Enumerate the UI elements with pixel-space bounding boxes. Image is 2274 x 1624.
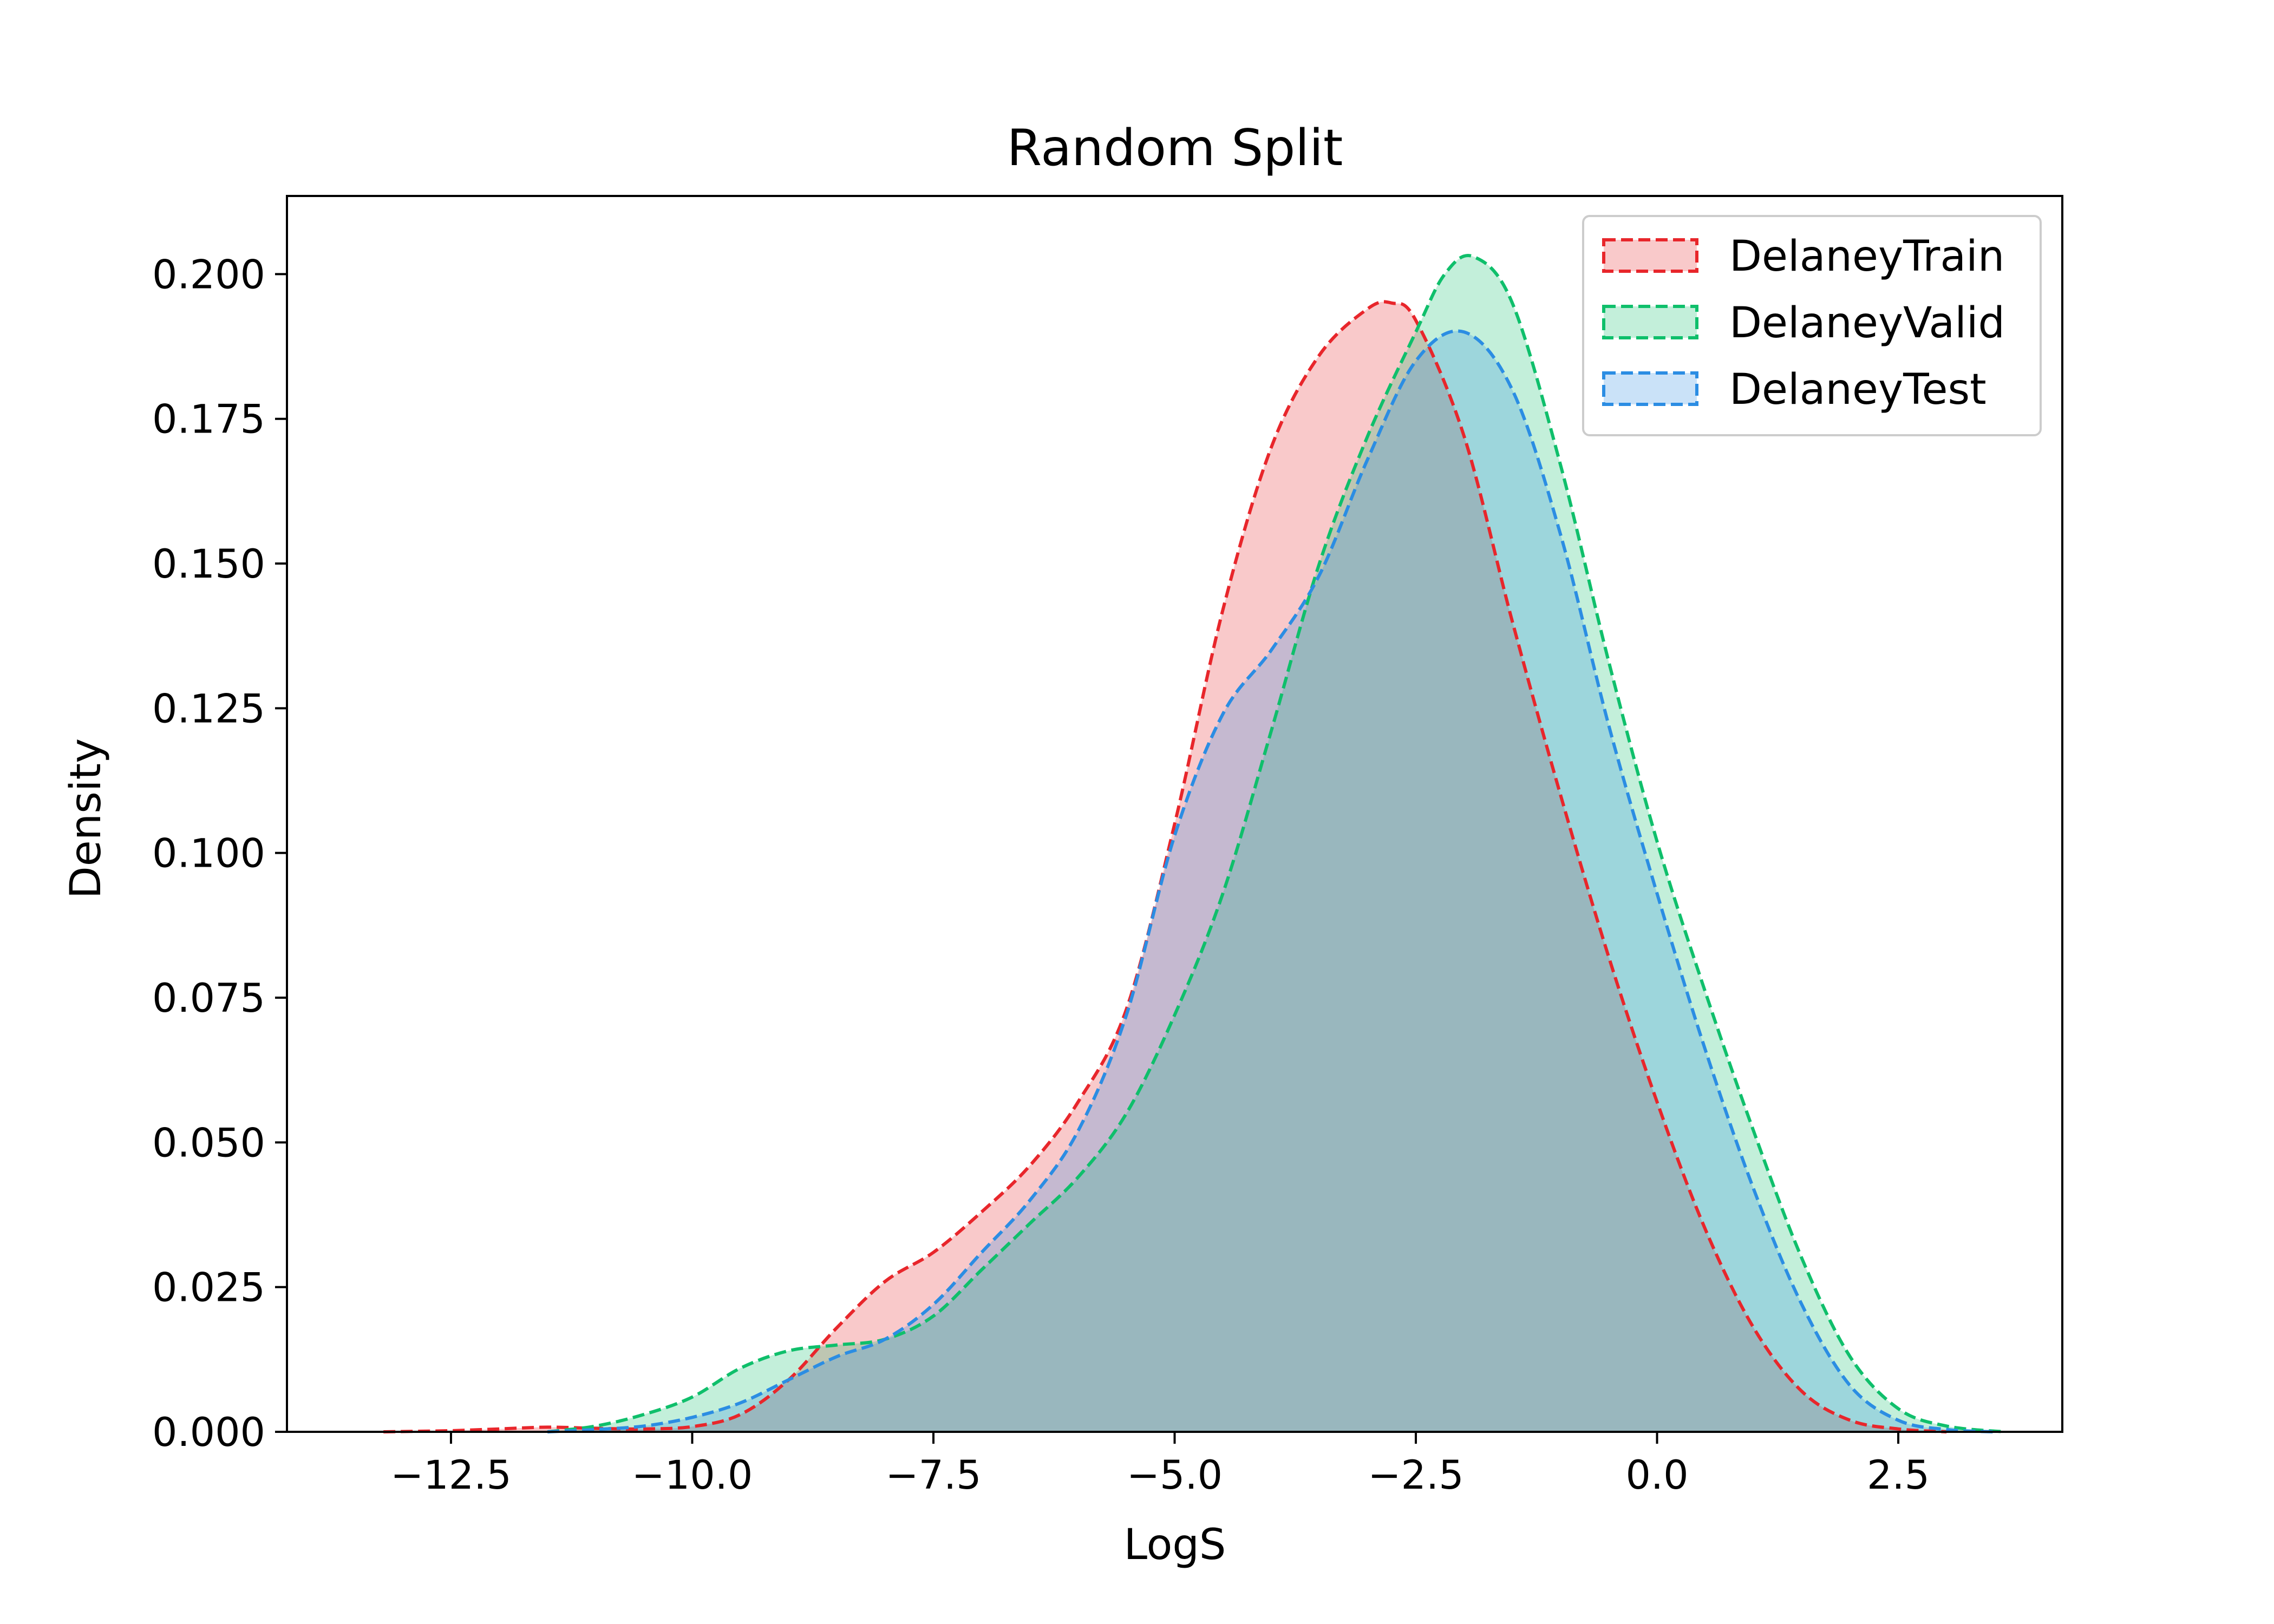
- y-tick-label: 0.125: [152, 686, 265, 732]
- y-tick-label: 0.050: [152, 1120, 265, 1166]
- density-line-delaneytrain: [383, 300, 1947, 1433]
- x-axis-label: LogS: [1124, 1521, 1226, 1569]
- x-tick-label: −10.0: [632, 1452, 753, 1498]
- y-tick-label: 0.175: [152, 397, 265, 443]
- density-area-delaneytest: [547, 331, 1995, 1432]
- plot-area: [383, 254, 2005, 1433]
- x-tick-label: 0.0: [1625, 1452, 1688, 1498]
- y-tick-label: 0.025: [152, 1265, 265, 1311]
- y-axis-label: Density: [62, 738, 110, 899]
- legend: DelaneyTrain DelaneyValid DelaneyTest: [1582, 215, 2042, 436]
- y-tick-label: 0.075: [152, 975, 265, 1021]
- y-axis: 0.000 0.025 0.050 0.075 0.100 0.125 0.150 0.175…: [152, 252, 287, 1456]
- series-lines: [383, 254, 2005, 1433]
- legend-swatch-delaneyvalid: [1602, 305, 1698, 339]
- x-tick-label: −12.5: [390, 1452, 512, 1498]
- x-tick-label: 2.5: [1867, 1452, 1930, 1498]
- x-tick-label: −2.5: [1368, 1452, 1463, 1498]
- x-axis: −12.5 −10.0 −7.5 −5.0 −2.5 0.0 2.5: [390, 1432, 1930, 1498]
- y-tick-label: 0.000: [152, 1410, 265, 1456]
- y-tick-label: 0.150: [152, 541, 265, 587]
- x-tick-label: −7.5: [885, 1452, 981, 1498]
- legend-swatch-delaneytrain: [1602, 238, 1698, 273]
- chart-title: Random Split: [1007, 119, 1343, 177]
- y-tick-label: 0.200: [152, 252, 265, 298]
- density-area-delaneyvalid: [547, 255, 2005, 1432]
- x-tick-label: −5.0: [1127, 1452, 1223, 1498]
- legend-label-delaneytrain: DelaneyTrain: [1729, 232, 2004, 281]
- density-line-delaneytest: [547, 329, 1995, 1433]
- legend-label-delaneyvalid: DelaneyValid: [1729, 299, 2005, 348]
- legend-swatch-delaneytest: [1602, 371, 1698, 406]
- density-line-delaneyvalid: [547, 254, 2005, 1433]
- y-tick-label: 0.100: [152, 831, 265, 877]
- legend-label-delaneytest: DelaneyTest: [1729, 365, 1987, 414]
